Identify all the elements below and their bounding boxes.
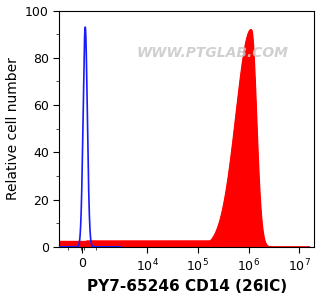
X-axis label: PY7-65246 CD14 (26IC): PY7-65246 CD14 (26IC) xyxy=(87,279,287,294)
Text: WWW.PTGLAB.COM: WWW.PTGLAB.COM xyxy=(137,46,288,60)
Y-axis label: Relative cell number: Relative cell number xyxy=(5,57,20,200)
